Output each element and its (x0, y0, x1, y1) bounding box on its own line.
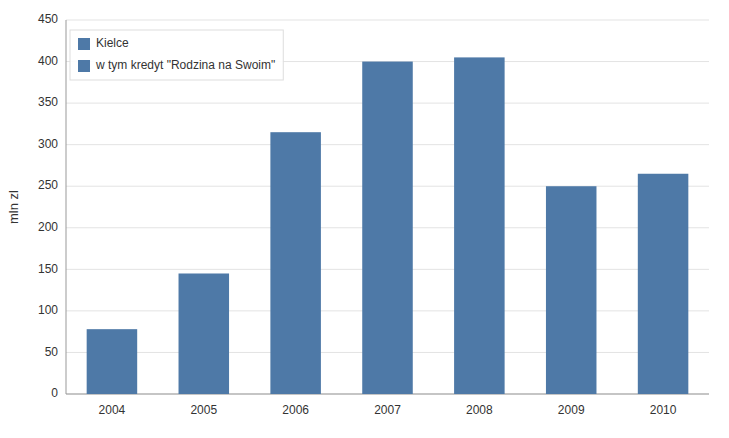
bar (362, 62, 413, 394)
x-tick-label: 2007 (374, 403, 401, 417)
chart-svg: 0501001502002503003504004502004200520062… (0, 0, 729, 438)
y-tick-label: 200 (38, 220, 58, 234)
y-axis-label: mln zl (6, 190, 21, 224)
bar (87, 329, 138, 394)
y-tick-label: 300 (38, 137, 58, 151)
y-grid (66, 20, 709, 394)
y-axis-line (66, 20, 67, 394)
x-tick-label: 2005 (190, 403, 217, 417)
y-tick-label: 150 (38, 262, 58, 276)
legend: Kielce w tym kredyt "Rodzina na Swoim" (70, 30, 283, 80)
y-tick-label: 0 (51, 386, 58, 400)
y-tick-label: 250 (38, 178, 58, 192)
y-axis: 0 50 100 150 200 250 300 350 400 450 (38, 12, 709, 400)
legend-label: w tym kredyt "Rodzina na Swoim" (95, 58, 275, 72)
legend-label: Kielce (96, 36, 129, 50)
grid-line (66, 20, 709, 21)
chart-container: 0501001502002503003504004502004200520062… (0, 0, 729, 438)
x-tick-label: 2008 (466, 403, 493, 417)
bars (87, 57, 689, 394)
legend-swatch (78, 60, 90, 72)
bar (638, 174, 689, 394)
x-tick-label: 2006 (282, 403, 309, 417)
x-tick-label: 2004 (99, 403, 126, 417)
bar (546, 186, 597, 394)
y-tick-label: 350 (38, 95, 58, 109)
y-tick-label: 400 (38, 54, 58, 68)
x-tick-label: 2009 (558, 403, 585, 417)
legend-swatch (78, 38, 90, 50)
x-tick-label: 2010 (650, 403, 677, 417)
bar (179, 273, 230, 394)
bar (454, 57, 505, 394)
y-tick-label: 50 (45, 345, 59, 359)
y-tick-label: 100 (38, 303, 58, 317)
x-axis: 2004 2005 2006 2007 2008 2009 2010 (99, 403, 677, 417)
legend-background (70, 30, 283, 80)
bar (270, 132, 321, 394)
y-tick-label: 450 (38, 12, 58, 26)
